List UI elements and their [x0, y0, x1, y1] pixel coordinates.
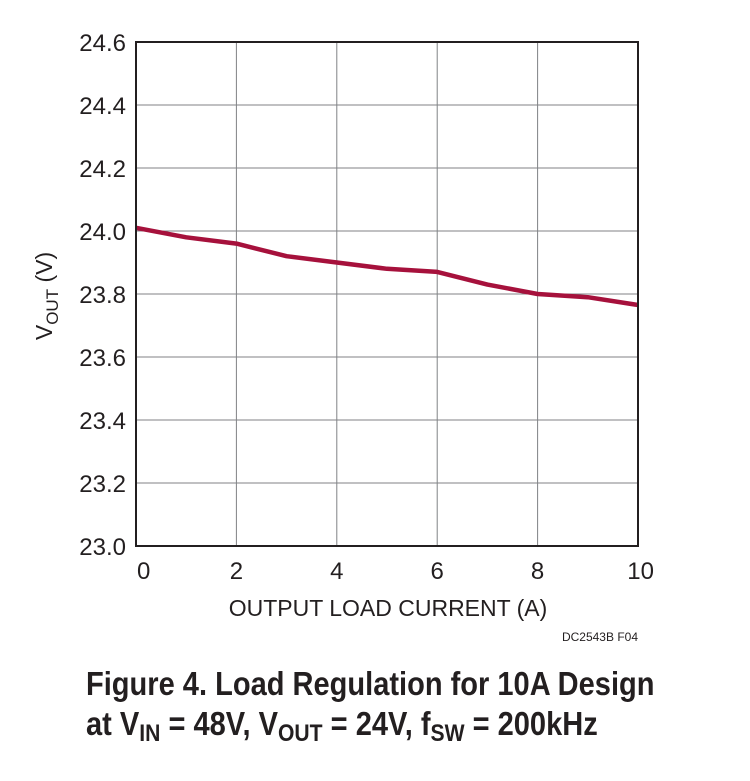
y-axis-label: VOUT (V): [31, 252, 62, 340]
y-tick-label: 23.4: [79, 408, 126, 435]
figure-caption: Figure 4. Load Regulation for 10A Design…: [86, 664, 658, 747]
x-tick-label: 6: [431, 558, 444, 585]
caption-at-v: at V: [86, 705, 140, 742]
y-tick-label: 23.0: [79, 534, 126, 561]
caption-fsw-value: = 200kHz: [464, 705, 598, 742]
y-tick-label: 24.6: [79, 30, 126, 57]
series-line-vout: [135, 225, 639, 308]
series-layer: [135, 225, 639, 308]
y-tick-label: 24.2: [79, 156, 126, 183]
x-tick-label: 10: [627, 558, 654, 585]
caption-fsw-sub: SW: [430, 720, 465, 747]
caption-vout-value: = 24V, f: [322, 705, 431, 742]
x-tick-label: 2: [230, 558, 243, 585]
load-regulation-chart: 23.0 23.2 23.4 23.6 23.8 24.0 24.2 24.4 24.6 0 2 4…: [31, 30, 654, 644]
y-tick-label: 23.2: [79, 471, 126, 498]
x-tick-label: 0: [137, 558, 150, 585]
y-axis-label-unit: (V): [31, 252, 57, 289]
x-tick-label: 4: [330, 558, 343, 585]
caption-line-2: at VIN = 48V, VOUT = 24V, fSW = 200kHz: [86, 704, 658, 747]
y-tick-label: 23.8: [79, 282, 126, 309]
y-axis-label-sub: OUT: [43, 289, 62, 325]
caption-vin-value: = 48V, V: [160, 705, 279, 742]
plot-frame: [135, 41, 639, 547]
figure-id: DC2543B F04: [562, 630, 638, 644]
caption-vin-sub: IN: [139, 720, 161, 747]
y-axis-label-main: V: [31, 324, 57, 340]
x-tick-label: 8: [531, 558, 544, 585]
y-tick-label: 24.4: [79, 93, 126, 120]
y-tick-label: 23.6: [79, 345, 126, 372]
x-tick-labels: 0 2 4 6 8 10: [137, 558, 654, 585]
caption-line-1: Figure 4. Load Regulation for 10A Design: [86, 665, 655, 702]
x-axis-label: OUTPUT LOAD CURRENT (A): [229, 595, 548, 621]
y-tick-label: 24.0: [79, 219, 126, 246]
y-tick-labels: 23.0 23.2 23.4 23.6 23.8 24.0 24.2 24.4 24.6: [79, 30, 126, 561]
caption-vout-sub: OUT: [278, 720, 323, 747]
